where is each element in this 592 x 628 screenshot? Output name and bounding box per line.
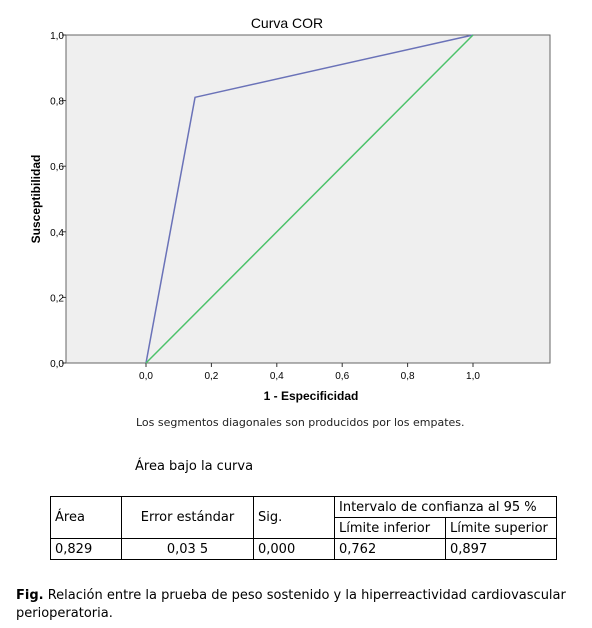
chart-footnote: Los segmentos diagonales son producidos …	[136, 416, 465, 429]
cell-upper: 0,897	[445, 538, 557, 560]
y-tick-label: 0,4	[50, 228, 64, 239]
plot-area	[65, 34, 551, 364]
caption-text: Relación entre la prueba de peso sosteni…	[16, 588, 566, 621]
x-tick-label: 0,8	[401, 371, 415, 382]
table-title: Área bajo la curva	[135, 459, 254, 474]
y-tick-label: 1,0	[50, 31, 64, 42]
x-tick-label: 0,2	[204, 371, 218, 382]
x-tick-label: 0,6	[335, 371, 349, 382]
y-tick-label: 0,2	[50, 293, 64, 304]
axis-ticks: 0,0 0,2 0,4 0,6 0,8 1,0 0,0 0,2 0,4 0,6 0,8 1,0	[50, 31, 480, 382]
header-error: Error estándar	[121, 496, 254, 539]
x-tick-label: 0,0	[139, 371, 153, 382]
caption-label: Fig.	[16, 588, 44, 603]
x-axis-label: 1 - Especificidad	[264, 389, 359, 403]
y-tick-label: 0,0	[50, 359, 64, 370]
figure-caption: Fig. Relación entre la prueba de peso so…	[16, 587, 586, 623]
header-sig: Sig.	[253, 496, 335, 539]
auc-table: Área Error estándar Sig. Intervalo de co…	[50, 496, 557, 560]
roc-chart: Curva COR 0,0 0,2 0,4 0,6 0,8 1,0 0,0 0,2 0,4 0,6…	[29, 15, 551, 403]
cell-sig: 0,000	[253, 538, 335, 560]
table-subheader-row: Límite inferior Límite superior	[51, 517, 557, 539]
y-tick-label: 0,6	[50, 162, 64, 173]
header-lower: Límite inferior	[334, 517, 446, 539]
header-ci: Intervalo de confianza al 95 %	[334, 496, 557, 518]
cell-error: 0,03 5	[121, 538, 254, 560]
roc-curve-line	[145, 34, 474, 364]
reference-diagonal-line	[145, 34, 474, 364]
cell-area: 0,829	[50, 538, 122, 560]
y-axis-label: Susceptibilidad	[29, 155, 43, 244]
table-header-row: Área Error estándar Sig. Intervalo de co…	[50, 496, 557, 539]
table-row: 0,829 0,03 5 0,000 0,762 0,897	[50, 538, 557, 560]
header-upper: Límite superior	[445, 517, 557, 539]
x-tick-label: 1,0	[466, 371, 480, 382]
chart-title: Curva COR	[251, 15, 323, 31]
cell-lower: 0,762	[334, 538, 446, 560]
x-tick-label: 0,4	[270, 371, 284, 382]
series-layer	[145, 34, 474, 364]
y-tick-label: 0,8	[50, 97, 64, 108]
header-area: Área	[50, 496, 122, 539]
